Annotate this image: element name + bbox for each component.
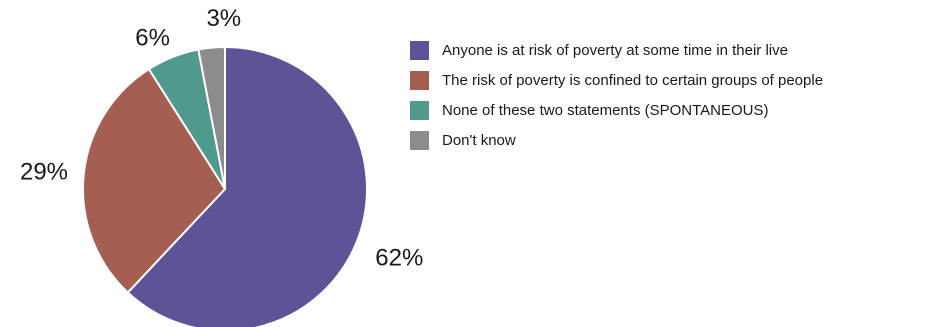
legend-swatch [410,131,429,150]
label-29-percent: 29% [20,158,68,185]
legend: Anyone is at risk of poverty at some tim… [410,41,823,161]
legend-label: Don't know [442,132,516,149]
legend-swatch [410,71,429,90]
legend-label: Anyone is at risk of poverty at some tim… [442,42,788,59]
slice-certain-groups [82,67,227,294]
legend-swatch [410,41,429,60]
label-6-percent: 6% [135,24,170,51]
legend-item-none-of-these: None of these two statements (SPONTANEOU… [410,101,823,120]
label-62-percent: 62% [375,245,423,272]
slice-anyone-at-risk [126,45,368,327]
legend-swatch [410,101,429,120]
legend-item-anyone-at-risk: Anyone is at risk of poverty at some tim… [410,41,823,60]
pie-slices [82,45,368,327]
legend-label: The risk of poverty is confined to certa… [442,72,824,89]
pie-value-labels: 62% 29% 6% 3% [20,5,423,271]
slice-dont-know [197,45,226,190]
legend-item-certain-groups: The risk of poverty is confined to certa… [410,71,823,90]
label-3-percent: 3% [206,5,241,32]
legend-item-dont-know: Don't know [410,131,823,150]
legend-label: None of these two statements (SPONTANEOU… [442,102,769,119]
